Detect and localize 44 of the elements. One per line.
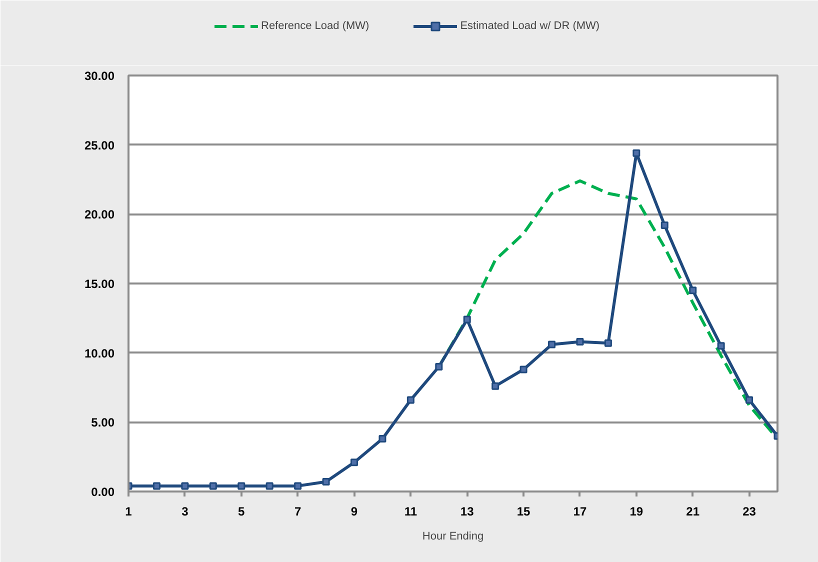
y-tick-label: 20.00 [84,208,115,222]
point [294,482,302,490]
x-tick-label: 9 [350,504,358,518]
x-tick-label: 11 [404,504,418,518]
point [576,338,584,346]
point [152,482,160,490]
point [660,222,668,230]
x-tick-label: 15 [516,504,531,518]
point [632,149,640,157]
point [746,396,754,404]
point [378,435,386,443]
point [238,482,246,490]
x-tick-label: 23 [742,504,756,518]
y-tick-label: 10.00 [84,346,115,360]
y-tick-label: 5.00 [91,416,115,430]
x-tick-label: 19 [630,504,644,518]
point [717,342,725,350]
y-tick-label: 30.00 [84,69,115,83]
x-tick-label: 3 [182,504,189,518]
y-tick-label: 0.00 [91,485,115,499]
legend-label: Reference Load (MW) [261,20,370,32]
point [548,340,556,348]
x-tick-label: 5 [238,504,246,518]
x-tick-label: 21 [686,504,700,518]
point [322,478,330,486]
point [350,458,358,466]
x-tick-label: 7 [294,504,302,518]
point [689,286,697,294]
point [181,482,189,490]
y-tick-label: 25.00 [84,138,115,152]
legend-label: Estimated Load w/ DR (MW) [460,20,600,32]
point [604,339,612,347]
point [435,362,443,370]
point [209,482,217,490]
x-tick-label: 1 [125,504,132,518]
point [406,396,414,404]
x-axis-title: Hour Ending [422,530,484,542]
x-tick-label: 13 [460,504,474,518]
x-tick-label: 17 [573,504,587,518]
point [463,316,471,324]
y-tick-label: 15.00 [84,277,115,291]
point [492,382,500,390]
point [266,482,274,490]
point [520,366,528,374]
